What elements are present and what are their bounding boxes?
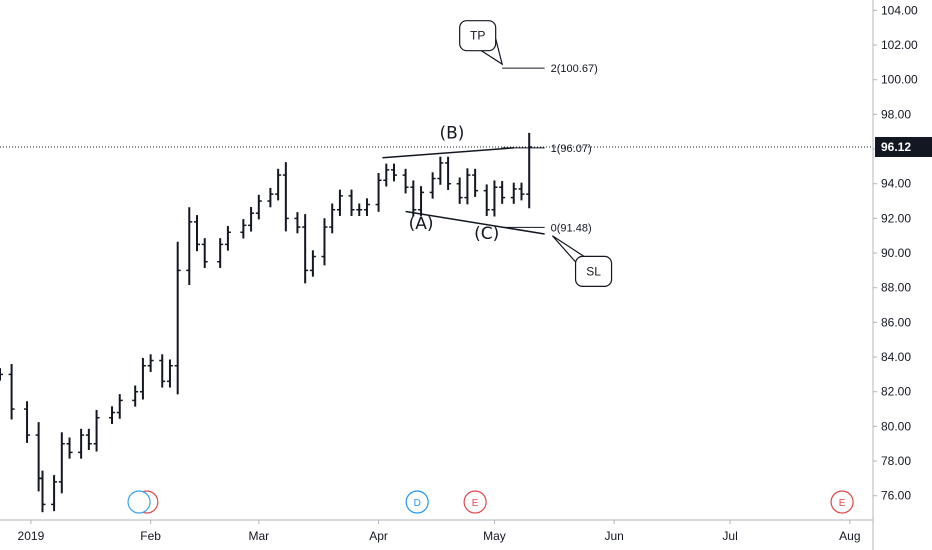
wave-label: (C) [474, 224, 499, 244]
x-tick-label: Jun [605, 529, 624, 543]
dividend-event-marker[interactable] [405, 490, 429, 514]
x-tick-label: Feb [140, 529, 161, 543]
y-tick-label: 88.00 [881, 281, 911, 295]
y-tick-label: 84.00 [881, 350, 911, 364]
event-label: E [472, 498, 479, 509]
y-tick-label: 104.00 [881, 3, 918, 17]
dividend-event-marker[interactable] [127, 490, 151, 514]
event-label: D [414, 498, 421, 509]
callout-pointer [480, 38, 504, 66]
y-tick-label: 102.00 [881, 38, 918, 52]
y-tick-label: 92.00 [881, 211, 911, 225]
callout-box[interactable] [574, 255, 613, 287]
y-tick-label: 100.00 [881, 73, 918, 87]
y-tick-label: 98.00 [881, 107, 911, 121]
fib-level-label: 0(91.48) [551, 222, 592, 234]
x-tick-label: 2019 [18, 529, 45, 543]
last-price-label: 96.12 [881, 140, 911, 154]
y-tick-label: 86.00 [881, 315, 911, 329]
y-tick-label: 94.00 [881, 177, 911, 191]
y-tick-label: 80.00 [881, 419, 911, 433]
x-tick-label: Aug [839, 529, 860, 543]
callout-box[interactable] [459, 20, 497, 52]
x-tick-label: Mar [248, 529, 269, 543]
callout-label: SL [586, 264, 601, 278]
event-label: E [839, 498, 846, 509]
y-tick-label: 76.00 [881, 489, 911, 503]
wave-label: (A) [409, 214, 434, 234]
callout-label: TP [470, 29, 485, 43]
x-tick-label: Apr [369, 529, 388, 543]
earnings-event-marker[interactable] [830, 490, 854, 514]
x-tick-label: May [483, 529, 506, 543]
y-tick-label: 82.00 [881, 385, 911, 399]
x-tick-label: Jul [722, 529, 737, 543]
earnings-event-marker[interactable] [463, 490, 487, 514]
y-tick-label: 90.00 [881, 246, 911, 260]
wave-label: (B) [439, 124, 464, 144]
last-price-badge [875, 136, 932, 157]
trendline[interactable] [382, 147, 514, 159]
y-tick-label: 78.00 [881, 454, 911, 468]
fib-level-label: 2(100.67) [551, 63, 598, 75]
fib-level-label: 1(96.07) [551, 143, 592, 155]
trendline[interactable] [405, 210, 545, 235]
